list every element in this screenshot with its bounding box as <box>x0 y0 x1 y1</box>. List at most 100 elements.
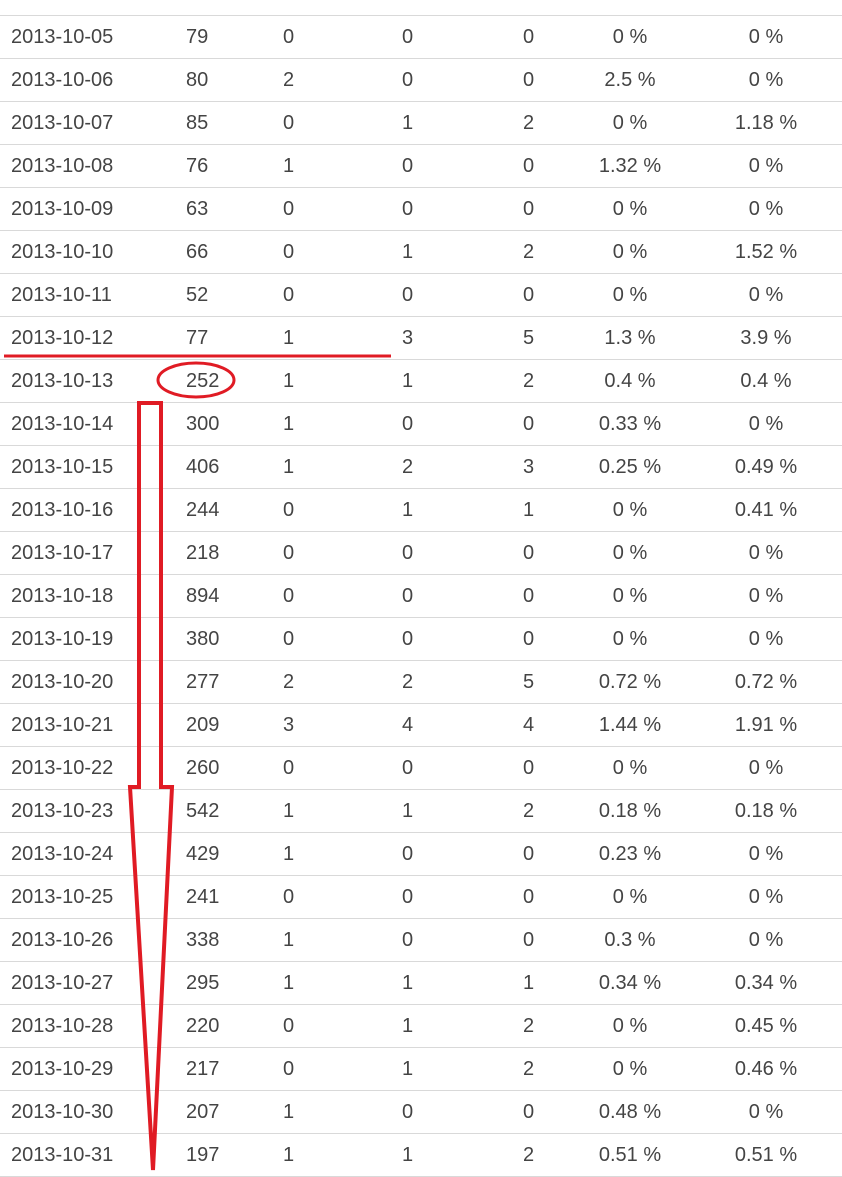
date-cell: 2013-10-07 <box>0 101 160 145</box>
rate-d-cell: 0 % <box>560 273 690 317</box>
table-row: 2013-10-05 79 0 0 0 0 % 0 % <box>0 15 842 59</box>
count-b-cell: 1 <box>345 230 460 274</box>
count-a-cell: 1 <box>235 445 345 489</box>
visits-cell: 197 <box>160 1133 235 1177</box>
table-row: 2013-10-06 80 2 0 0 2.5 % 0 % <box>0 58 842 102</box>
count-b-cell: 1 <box>345 1047 460 1091</box>
rate-d-cell: 0 % <box>560 101 690 145</box>
count-a-cell: 0 <box>235 0 345 16</box>
count-a-cell: 1 <box>235 918 345 962</box>
rate-d-cell: 0.25 % <box>560 445 690 489</box>
count-a-cell: 1 <box>235 144 345 188</box>
rate-d-cell: 0 % <box>560 1047 690 1091</box>
table-row: 2013-10-19 380 0 0 0 0 % 0 % <box>0 617 842 661</box>
count-b-cell: 0 <box>345 15 460 59</box>
count-c-cell: 0 <box>460 0 560 16</box>
rate-d-cell: 0.34 % <box>560 961 690 1005</box>
rate-e-cell: 0 % <box>690 15 842 59</box>
date-cell: 2013-10-08 <box>0 144 160 188</box>
date-cell: 2013-10-31 <box>0 1133 160 1177</box>
count-b-cell: 3 <box>345 316 460 360</box>
count-a-cell: 0 <box>235 101 345 145</box>
count-c-cell: 0 <box>460 187 560 231</box>
count-c-cell: 2 <box>460 101 560 145</box>
rate-e-cell: 0 % <box>690 273 842 317</box>
table-row: 2013-10-23 542 1 1 2 0.18 % 0.18 % <box>0 789 842 833</box>
count-a-cell: 1 <box>235 832 345 876</box>
visits-cell: 217 <box>160 1047 235 1091</box>
date-cell: 2013-10-10 <box>0 230 160 274</box>
rate-e-cell: 3.9 % <box>690 316 842 360</box>
rate-e-cell: 0 % <box>690 0 842 16</box>
date-cell: 2013-10-17 <box>0 531 160 575</box>
table-row: 2013-10-26 338 1 0 0 0.3 % 0 % <box>0 918 842 962</box>
count-a-cell: 1 <box>235 316 345 360</box>
rate-e-cell: 0.45 % <box>690 1004 842 1048</box>
rate-e-cell: 0.49 % <box>690 445 842 489</box>
count-a-cell: 0 <box>235 531 345 575</box>
rate-e-cell: 1.52 % <box>690 230 842 274</box>
rate-d-cell: 1.3 % <box>560 316 690 360</box>
count-c-cell: 0 <box>460 617 560 661</box>
count-a-cell: 1 <box>235 1090 345 1134</box>
date-cell: 2013-10-05 <box>0 15 160 59</box>
rate-d-cell: 0 % <box>560 15 690 59</box>
table-row: 2013-10-10 66 0 1 2 0 % 1.52 % <box>0 230 842 274</box>
date-cell: 2013-10-29 <box>0 1047 160 1091</box>
visits-cell: 63 <box>160 187 235 231</box>
rate-d-cell: 0 % <box>560 875 690 919</box>
date-cell: 2013-10-19 <box>0 617 160 661</box>
visits-cell: 380 <box>160 617 235 661</box>
table-row: 2013-10-25 241 0 0 0 0 % 0 % <box>0 875 842 919</box>
rate-e-cell: 0.34 % <box>690 961 842 1005</box>
date-cell: 2013-10-22 <box>0 746 160 790</box>
count-b-cell: 1 <box>345 789 460 833</box>
rate-e-cell: 1.18 % <box>690 101 842 145</box>
visits-cell: 72 <box>160 0 235 16</box>
rate-e-cell: 0.41 % <box>690 488 842 532</box>
table-row: 2013-10-24 429 1 0 0 0.23 % 0 % <box>0 832 842 876</box>
visits-cell: 406 <box>160 445 235 489</box>
rate-e-cell: 0 % <box>690 746 842 790</box>
date-cell: 2013-10-11 <box>0 273 160 317</box>
count-c-cell: 2 <box>460 789 560 833</box>
table-row: 2013-10-18 894 0 0 0 0 % 0 % <box>0 574 842 618</box>
visits-cell: 277 <box>160 660 235 704</box>
rate-d-cell: 0 % <box>560 617 690 661</box>
rate-d-cell: 0 % <box>560 746 690 790</box>
count-c-cell: 0 <box>460 531 560 575</box>
table-row: 2013-10-31 197 1 1 2 0.51 % 0.51 % <box>0 1133 842 1177</box>
date-cell: 2013-10-09 <box>0 187 160 231</box>
rate-d-cell: 0 % <box>560 574 690 618</box>
count-b-cell: 1 <box>345 359 460 403</box>
rate-e-cell: 0 % <box>690 531 842 575</box>
rate-e-cell: 0 % <box>690 832 842 876</box>
table-row: 2013-10-15 406 1 2 3 0.25 % 0.49 % <box>0 445 842 489</box>
table-row: 2013-10-13 252 1 1 2 0.4 % 0.4 % <box>0 359 842 403</box>
table-row: 2013-10-14 300 1 0 0 0.33 % 0 % <box>0 402 842 446</box>
count-b-cell: 0 <box>345 574 460 618</box>
table-row: 2013-10-22 260 0 0 0 0 % 0 % <box>0 746 842 790</box>
visits-cell: 300 <box>160 402 235 446</box>
visits-cell: 207 <box>160 1090 235 1134</box>
count-a-cell: 0 <box>235 1004 345 1048</box>
rate-d-cell: 0 % <box>560 531 690 575</box>
count-b-cell: 1 <box>345 488 460 532</box>
rate-e-cell: 0.72 % <box>690 660 842 704</box>
count-a-cell: 0 <box>235 488 345 532</box>
count-a-cell: 1 <box>235 961 345 1005</box>
count-b-cell: 4 <box>345 703 460 747</box>
date-cell: 2013-10-13 <box>0 359 160 403</box>
table-row: 2013-10-29 217 0 1 2 0 % 0.46 % <box>0 1047 842 1091</box>
date-cell: 2013-10-06 <box>0 58 160 102</box>
date-cell: 2013-10-15 <box>0 445 160 489</box>
count-b-cell: 1 <box>345 1133 460 1177</box>
count-c-cell: 3 <box>460 445 560 489</box>
rate-d-cell: 0.33 % <box>560 402 690 446</box>
table-row: 2013-10-17 218 0 0 0 0 % 0 % <box>0 531 842 575</box>
count-a-cell: 0 <box>235 617 345 661</box>
count-c-cell: 5 <box>460 316 560 360</box>
rate-d-cell: 0 % <box>560 0 690 16</box>
